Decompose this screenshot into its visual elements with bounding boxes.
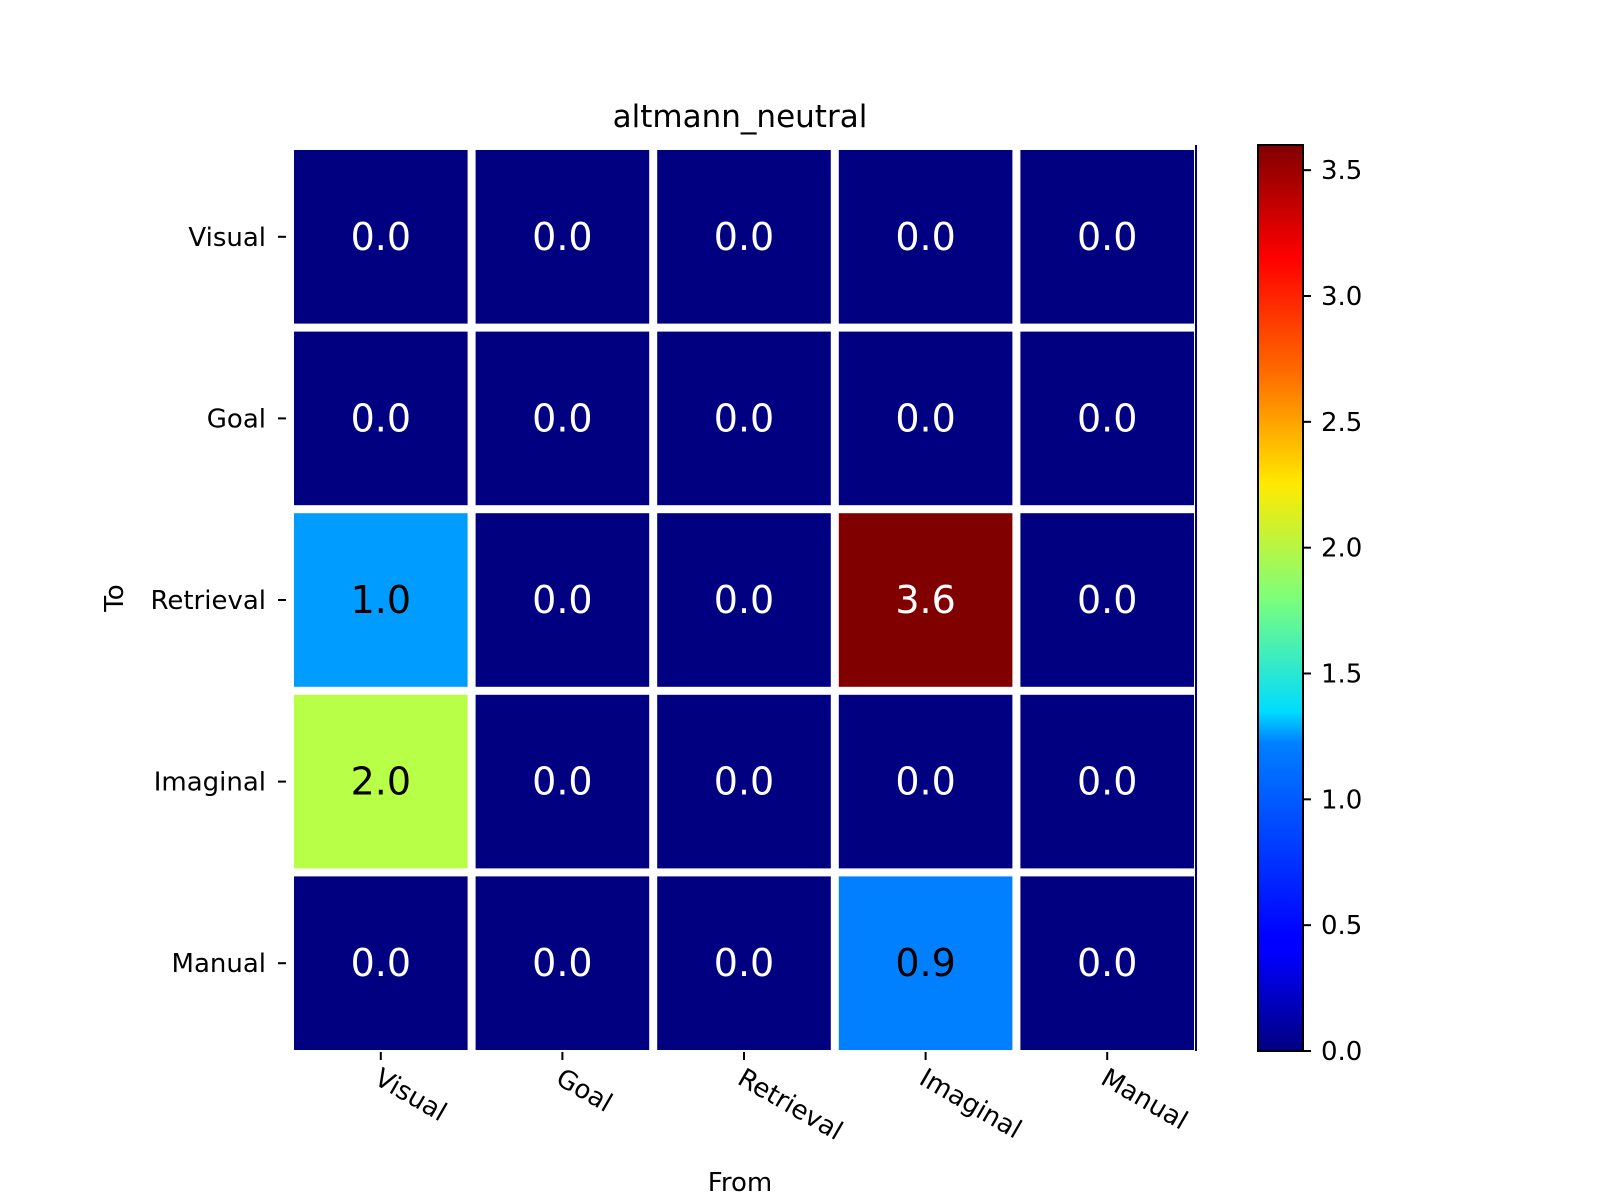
colorbar-tick-label: 3.0 [1321, 282, 1362, 312]
cell-value-label: 0.0 [895, 396, 955, 440]
heatmap-cell [838, 150, 1013, 324]
heatmap-cell [838, 694, 1013, 869]
colorbar-tick-label: 1.0 [1321, 785, 1362, 815]
cell-value-label: 0.0 [714, 578, 774, 622]
colorbar [1257, 144, 1304, 1052]
heatmap-cell [657, 876, 831, 1050]
cell-value-label: 0.0 [1077, 760, 1137, 804]
y-tick-label: Manual [172, 949, 266, 979]
cell-value-label: 0.0 [714, 941, 774, 985]
cell-value-label: 0.0 [1077, 396, 1137, 440]
cell-value-label: 0.0 [351, 215, 411, 259]
heatmap-cell [294, 694, 468, 869]
heatmap-cell [1020, 694, 1194, 869]
cell-value-label: 0.9 [895, 941, 955, 985]
colorbar-tick-label: 0.5 [1321, 911, 1362, 941]
x-tick-label: Retrieval [733, 1063, 848, 1147]
y-axis: Visual Goal Retrieval Imaginal Manual [150, 223, 286, 979]
heatmap-cell [294, 876, 468, 1050]
heatmap-cell [475, 876, 650, 1050]
heatmap-cell [1020, 331, 1194, 506]
cell-value-label: 0.0 [1077, 578, 1137, 622]
colorbar-tick-label: 1.5 [1321, 660, 1362, 690]
heatmap-cell [657, 513, 831, 687]
heatmap-cell [1020, 876, 1194, 1050]
colorbar-tick-label: 2.0 [1321, 534, 1362, 564]
colorbar-ticks: 0.0 0.5 1.0 1.5 2.0 2.5 3.0 3.5 [1303, 156, 1362, 1067]
cell-value-label: 0.0 [532, 396, 592, 440]
cell-value-label: 0.0 [714, 215, 774, 259]
heatmap-cell [1020, 150, 1194, 324]
heatmap-cell [838, 513, 1013, 687]
y-tick-label: Goal [207, 404, 266, 434]
y-tick-label: Imaginal [154, 768, 266, 798]
y-tick-label: Visual [188, 223, 266, 253]
cell-value-label: 0.0 [714, 396, 774, 440]
heatmap-cell [475, 513, 650, 687]
heatmap-cell [475, 694, 650, 869]
x-tick-label: Manual [1096, 1063, 1193, 1136]
heatmap-cells [294, 150, 1194, 1050]
cell-value-label: 0.0 [532, 578, 592, 622]
heatmap-cell [838, 876, 1013, 1050]
heatmap-value-labels: 0.0 0.0 0.0 0.0 0.0 0.0 0.0 0.0 0.0 0.0 1.0 0.0 0.0 3… [351, 215, 1138, 985]
x-axis: Visual Goal Retrieval Imaginal Manual [369, 1052, 1193, 1147]
heatmap-cell [294, 150, 468, 324]
cell-value-label: 0.0 [532, 760, 592, 804]
heatmap-cell [475, 150, 650, 324]
cell-value-label: 1.0 [351, 578, 411, 622]
heatmap-cell [294, 331, 468, 506]
cell-value-label: 0.0 [1077, 941, 1137, 985]
heatmap-cell [838, 331, 1013, 506]
chart-title: altmann_neutral [613, 99, 868, 135]
colorbar-tick-label: 2.5 [1321, 408, 1362, 438]
cell-value-label: 0.0 [1077, 215, 1137, 259]
x-tick-label: Imaginal [914, 1063, 1026, 1145]
heatmap-cell [657, 694, 831, 869]
colorbar-tick-label: 0.0 [1321, 1037, 1362, 1067]
cell-value-label: 3.6 [895, 578, 955, 622]
heatmap-cell [475, 331, 650, 506]
heatmap-cell [294, 513, 468, 687]
cell-value-label: 0.0 [714, 760, 774, 804]
heatmap-cell [1020, 513, 1194, 687]
cell-value-label: 0.0 [895, 215, 955, 259]
cell-value-label: 0.0 [895, 760, 955, 804]
cell-value-label: 0.0 [351, 396, 411, 440]
x-tick-label: Visual [369, 1063, 451, 1128]
colorbar-tick-label: 3.5 [1321, 156, 1362, 186]
x-tick-label: Goal [551, 1063, 617, 1119]
heatmap-cell [657, 150, 831, 324]
cell-value-label: 0.0 [532, 215, 592, 259]
cell-value-label: 0.0 [532, 941, 592, 985]
y-axis-label: To [100, 584, 130, 612]
heatmap-cell [657, 331, 831, 506]
y-tick-label: Retrieval [150, 586, 266, 616]
x-axis-label: From [708, 1168, 772, 1198]
cell-value-label: 2.0 [351, 760, 411, 804]
cell-value-label: 0.0 [351, 941, 411, 985]
